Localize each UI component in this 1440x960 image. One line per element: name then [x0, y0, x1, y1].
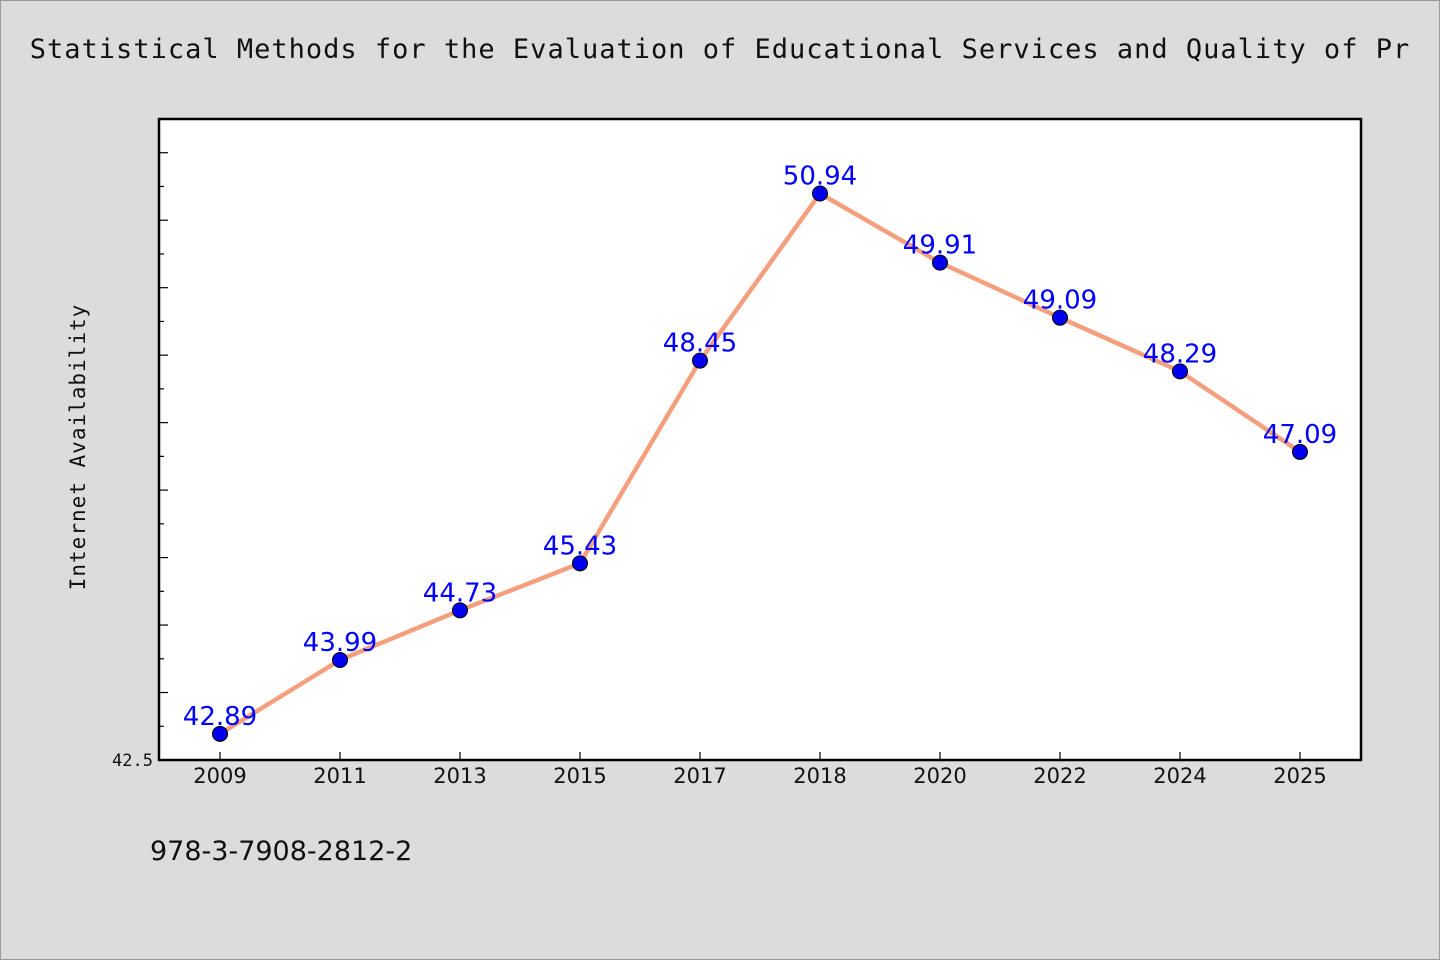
series-markers [212, 185, 1308, 742]
x-tick-label: 2024 [1153, 764, 1206, 788]
data-label: 47.09 [1263, 420, 1337, 450]
y-tick-label: 42.5 [112, 751, 153, 771]
data-labels: 42.89 43.99 44.73 45.43 48.45 50.94 49.91 49.09… [183, 162, 1337, 732]
x-tick-label: 2009 [193, 764, 246, 788]
data-label: 45.43 [543, 531, 617, 561]
data-label: 43.99 [303, 628, 377, 658]
x-tick-label: 2017 [673, 764, 726, 788]
data-point [1292, 443, 1308, 460]
x-tick-label: 2018 [793, 764, 846, 788]
x-tick-label: 2025 [1273, 764, 1326, 788]
isbn-footer: 978-3-7908-2812-2 [150, 836, 413, 867]
x-tick-label: 2022 [1033, 764, 1086, 788]
data-label: 48.29 [1143, 339, 1217, 369]
data-label: 44.73 [423, 578, 497, 608]
x-tick-label: 2011 [313, 764, 366, 788]
data-point [212, 725, 228, 742]
data-point [1052, 309, 1068, 326]
x-tick-label: 2015 [553, 764, 606, 788]
x-axis-ticks: 2009 2011 2013 2015 2017 2018 2020 2022 2024 2025 [193, 752, 1327, 788]
x-tick-label: 2020 [913, 764, 966, 788]
data-label: 49.91 [903, 231, 977, 261]
series-line [218, 191, 1302, 736]
data-point [1172, 363, 1188, 380]
data-point [452, 602, 468, 619]
chart-title: Statistical Methods for the Evaluation o… [29, 34, 1411, 65]
data-label: 50.94 [783, 162, 857, 192]
data-label: 49.09 [1023, 286, 1097, 316]
data-point [932, 254, 948, 271]
data-label: 42.89 [183, 702, 257, 732]
plot-border [157, 117, 1363, 762]
data-point [692, 352, 708, 369]
data-point [332, 651, 348, 668]
data-point [812, 185, 828, 202]
data-label: 48.45 [663, 329, 737, 359]
x-tick-label: 2013 [433, 764, 486, 788]
data-point [572, 555, 588, 572]
